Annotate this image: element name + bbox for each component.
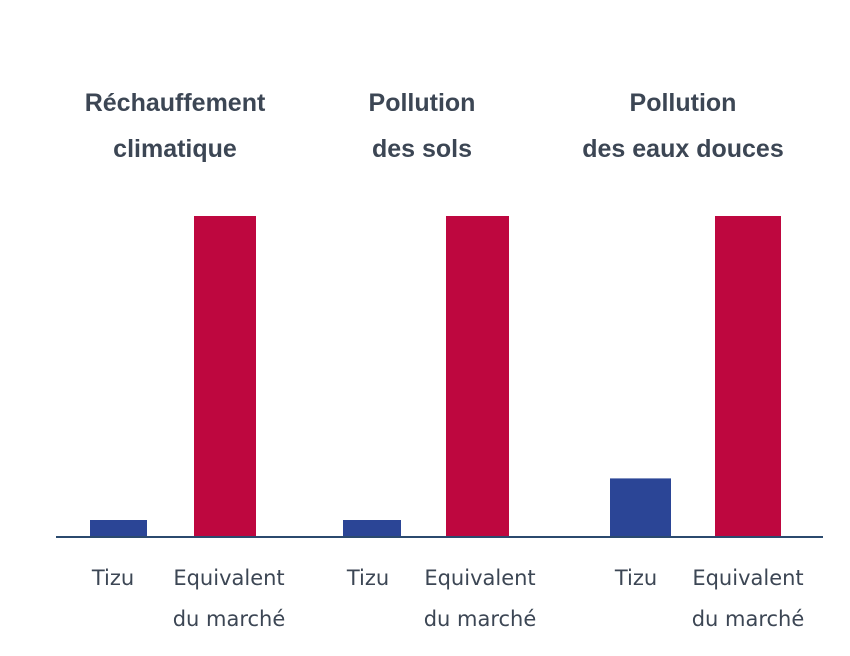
bars <box>90 216 781 536</box>
bar-tizu <box>343 520 401 536</box>
group-title: Réchauffement climatique <box>85 89 266 163</box>
category-label-line: Tizu <box>91 566 134 590</box>
category-label-line: du marché <box>692 607 805 631</box>
bar-tizu <box>90 520 147 536</box>
category-label-line: du marché <box>173 607 286 631</box>
group-title-line: climatique <box>113 135 237 163</box>
group-title-line: Réchauffement <box>85 89 266 117</box>
category-label: Equivalent du marché <box>692 566 805 631</box>
category-label-line: Tizu <box>346 566 389 590</box>
category-labels: Tizu Equivalent du marché Tizu Equivalent du … <box>91 566 804 631</box>
category-label-line: du marché <box>424 607 537 631</box>
group-title: Pollution des sols <box>369 89 476 163</box>
bar-market-equivalent <box>446 216 509 536</box>
group-titles: Réchauffement climatique Pollution des sols… <box>85 89 784 163</box>
bar-market-equivalent <box>194 216 256 536</box>
group-title-line: Pollution <box>369 89 476 117</box>
category-label: Tizu <box>614 566 657 590</box>
category-label: Tizu <box>91 566 134 590</box>
group-title-line: des sols <box>372 135 472 163</box>
category-label-line: Tizu <box>614 566 657 590</box>
category-label-line: Equivalent <box>692 566 803 590</box>
group-title-line: des eaux douces <box>582 135 783 163</box>
bar-market-equivalent <box>715 216 781 536</box>
bar-tizu <box>610 478 671 536</box>
category-label: Equivalent du marché <box>424 566 537 631</box>
category-label-line: Equivalent <box>173 566 284 590</box>
group-title-line: Pollution <box>630 89 737 117</box>
group-title: Pollution des eaux douces <box>582 89 783 163</box>
category-label-line: Equivalent <box>424 566 535 590</box>
category-label: Equivalent du marché <box>173 566 286 631</box>
category-label: Tizu <box>346 566 389 590</box>
